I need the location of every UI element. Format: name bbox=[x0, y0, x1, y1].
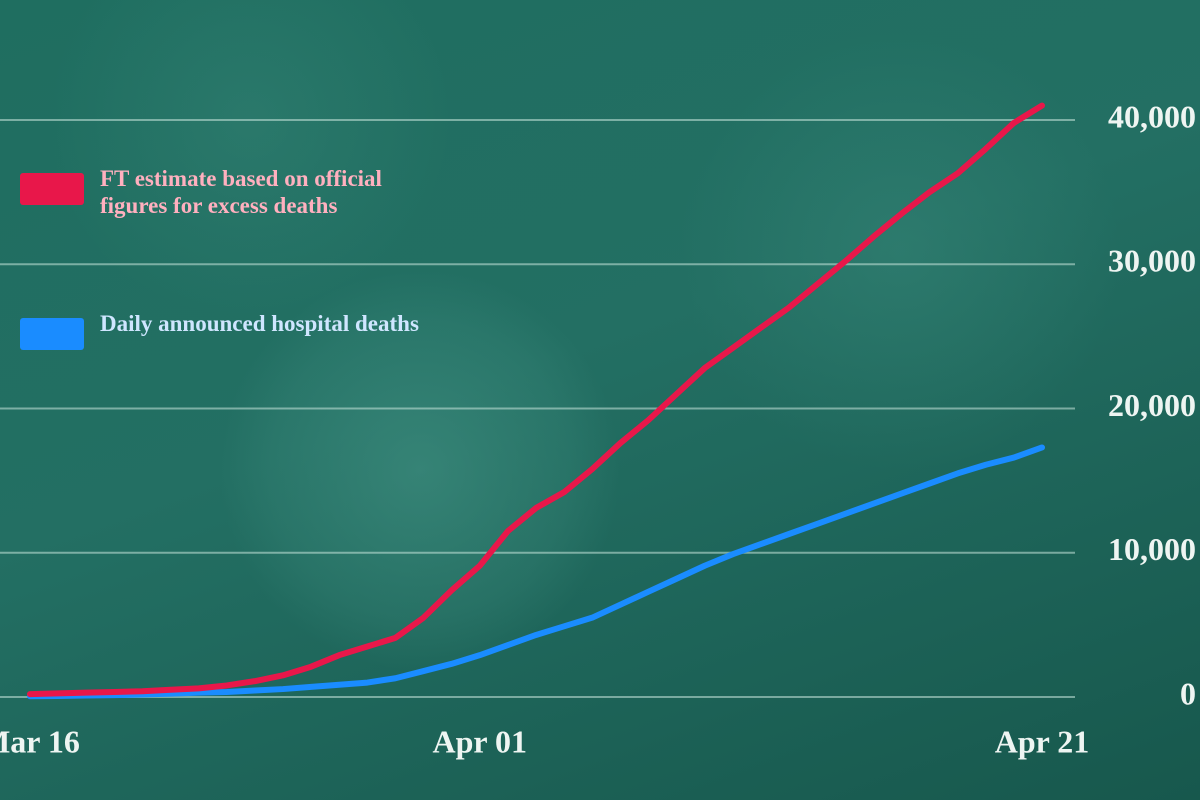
legend-item: Daily announced hospital deaths bbox=[20, 310, 440, 350]
legend-label: FT estimate based on official figures fo… bbox=[100, 166, 382, 218]
y-tick-label: 20,000 bbox=[1108, 387, 1196, 423]
x-tick-label: Apr 21 bbox=[995, 723, 1090, 759]
x-tick-label: Apr 01 bbox=[433, 723, 528, 759]
y-tick-label: 30,000 bbox=[1108, 243, 1196, 279]
y-tick-label: 0 bbox=[1180, 675, 1196, 711]
y-tick-label: 10,000 bbox=[1108, 531, 1196, 567]
line bbox=[27, 444, 1045, 700]
y-tick-label: 40,000 bbox=[1108, 98, 1196, 134]
legend-label: Daily announced hospital deaths bbox=[100, 311, 419, 336]
legend-item: FT estimate based on official figures fo… bbox=[20, 165, 440, 219]
legend-swatch bbox=[20, 173, 84, 205]
legend-swatch bbox=[20, 318, 84, 350]
x-tick-label: Mar 16 bbox=[0, 723, 80, 759]
line bbox=[27, 102, 1045, 698]
